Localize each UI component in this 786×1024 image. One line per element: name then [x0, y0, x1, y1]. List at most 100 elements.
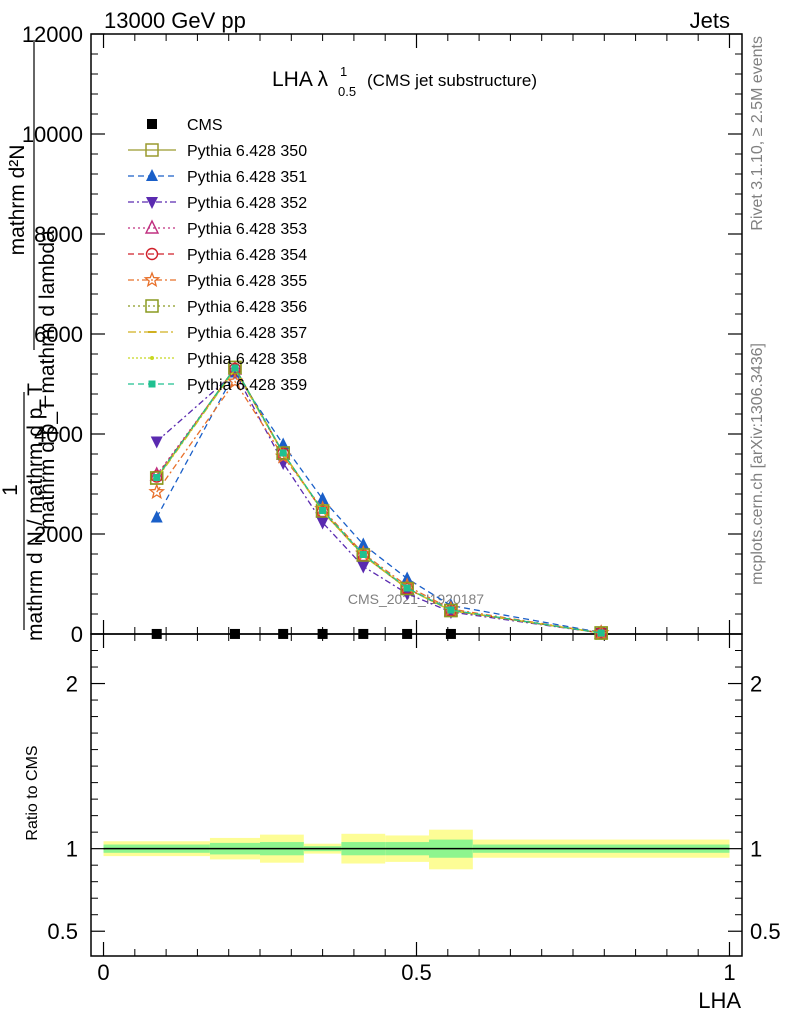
series-layer	[148, 360, 610, 641]
legend-entry-10: Pythia 6.428 359	[128, 377, 307, 394]
series-point-10-0	[153, 474, 161, 481]
ylabel-top: mathrm d²N	[6, 145, 29, 256]
plot-title: LHA λ 1 0.5 (CMS jet substructure)	[272, 64, 537, 99]
energy-label: 13000 GeV pp	[104, 8, 246, 33]
main-ytick-label-3: 6000	[34, 322, 83, 347]
series-line-9	[156, 367, 602, 634]
series-point-0-5	[402, 628, 413, 639]
main-ytick-label-6: 12000	[22, 22, 83, 47]
legend-label-0: CMS	[187, 117, 223, 134]
legend-entry-8: Pythia 6.428 357	[128, 325, 307, 342]
legend-label-9: Pythia 6.428 358	[187, 351, 307, 368]
main-ytick-label-2: 4000	[34, 422, 83, 447]
legend-marker-0	[147, 119, 157, 129]
series-point-3-0	[150, 436, 163, 449]
xtick-label-1: 0.5	[401, 960, 432, 985]
series-point-2-0	[150, 510, 163, 523]
legend-label-3: Pythia 6.428 352	[187, 195, 307, 212]
series-line-6	[156, 380, 602, 634]
legend-entry-1: Pythia 6.428 350	[128, 143, 307, 160]
ratio-plot-frame	[90, 633, 743, 957]
legend-entry-3: Pythia 6.428 352	[128, 195, 307, 212]
legend-entry-9: Pythia 6.428 358	[128, 351, 307, 368]
legend-marker-9	[150, 356, 154, 360]
ratio-ytick-label-right-1: 1	[750, 837, 762, 862]
xtick-label-2: 1	[723, 960, 735, 985]
ylabel-prefix-den: mathrm d N / mathrm d p_T	[24, 383, 47, 641]
series-point-7-1	[228, 360, 242, 375]
ratio-ytick-label-left-1: 1	[66, 837, 78, 862]
plot-title-main: LHA λ	[272, 68, 329, 91]
main-y-ticks: 0 2000 4000 6000 8000 10000 12000	[22, 22, 742, 647]
ratio-y-axis-label: Ratio to CMS	[24, 745, 41, 840]
main-ytick-label-5: 10000	[22, 122, 83, 147]
legend: CMS Pythia 6.428 350 Pythia 6.428 351 Pythi…	[128, 117, 307, 394]
series-line-8	[156, 368, 602, 634]
ratio-bands	[103, 829, 730, 870]
mcplots-label: mcplots.cern.ch [arXiv:1306.3436]	[749, 343, 766, 585]
category-label: Jets	[690, 8, 730, 33]
legend-marker-5	[145, 247, 159, 261]
legend-entry-2: Pythia 6.428 351	[128, 169, 307, 186]
series-point-10-7	[597, 629, 605, 637]
rivet-label: Rivet 3.1.10, ≥ 2.5M events	[749, 36, 766, 231]
series-point-0-0	[151, 628, 162, 639]
legend-label-5: Pythia 6.428 354	[187, 247, 307, 264]
series-point-7-7	[594, 626, 608, 640]
legend-entry-4: Pythia 6.428 353	[128, 219, 307, 238]
series-point-7-5	[400, 581, 414, 596]
legend-label-4: Pythia 6.428 353	[187, 221, 307, 238]
legend-entry-5: Pythia 6.428 354	[128, 247, 307, 264]
series-point-7-0	[149, 471, 164, 485]
legend-marker-7	[145, 299, 159, 313]
legend-entry-6: Pythia 6.428 355	[128, 271, 307, 290]
ratio-ytick-label-left-0: 0.5	[47, 919, 78, 944]
series-point-6-0	[148, 483, 166, 500]
series-point-0-1	[229, 628, 240, 639]
main-ytick-label-0: 0	[71, 622, 83, 647]
series-point-10-2	[279, 449, 287, 457]
series-point-3-3	[316, 517, 329, 530]
main-ytick-label-1: 2000	[34, 522, 83, 547]
legend-marker-6	[143, 271, 161, 288]
ylabel-bottom: mathrm d p_T mathrm d lambda	[36, 230, 59, 530]
legend-label-6: Pythia 6.428 355	[187, 273, 307, 290]
legend-entry-0: CMS	[147, 117, 223, 134]
series-point-7-4	[356, 548, 371, 562]
legend-marker-3	[146, 197, 158, 209]
legend-label-1: Pythia 6.428 350	[187, 143, 307, 160]
plot-title-suffix: (CMS jet substructure)	[367, 71, 537, 90]
ratio-ytick-label-right-0: 0.5	[750, 919, 781, 944]
plot-title-sup: 1	[340, 64, 347, 79]
legend-marker-10	[148, 380, 156, 388]
legend-label-7: Pythia 6.428 356	[187, 299, 307, 316]
legend-label-8: Pythia 6.428 357	[187, 325, 307, 342]
legend-label-10: Pythia 6.428 359	[187, 377, 307, 394]
series-point-0-4	[358, 628, 369, 639]
series-line-10	[156, 366, 602, 634]
plot-title-sub: 0.5	[338, 84, 356, 99]
series-point-2-4	[357, 537, 370, 550]
series-point-10-4	[359, 551, 367, 558]
series-point-2-3	[316, 492, 329, 504]
ratio-ytick-label-right-2: 2	[750, 672, 762, 697]
series-point-10-6	[447, 606, 455, 614]
ylabel-prefix: 1	[0, 484, 22, 496]
series-point-7-2	[276, 446, 290, 460]
legend-label-2: Pythia 6.428 351	[187, 169, 307, 186]
series-point-10-5	[403, 584, 411, 592]
series-point-10-3	[319, 507, 327, 514]
series-point-0-2	[278, 628, 289, 639]
series-point-0-3	[317, 628, 328, 639]
series-point-0-6	[445, 628, 456, 639]
legend-marker-1	[145, 143, 159, 157]
series-point-3-4	[357, 561, 370, 574]
x-axis-ticks: 0 0.5 1	[97, 34, 736, 985]
main-y-axis-label: mathrm d²N mathrm d p_T mathrm d lambda …	[0, 40, 59, 641]
xtick-label-0: 0	[97, 960, 109, 985]
series-line-3	[156, 371, 602, 634]
ratio-ytick-label-left-2: 2	[66, 672, 78, 697]
series-10	[153, 364, 605, 637]
legend-marker-4	[144, 219, 160, 234]
ratio-y-ticks: 0.5 0.5 1 1 2 2	[47, 650, 781, 944]
